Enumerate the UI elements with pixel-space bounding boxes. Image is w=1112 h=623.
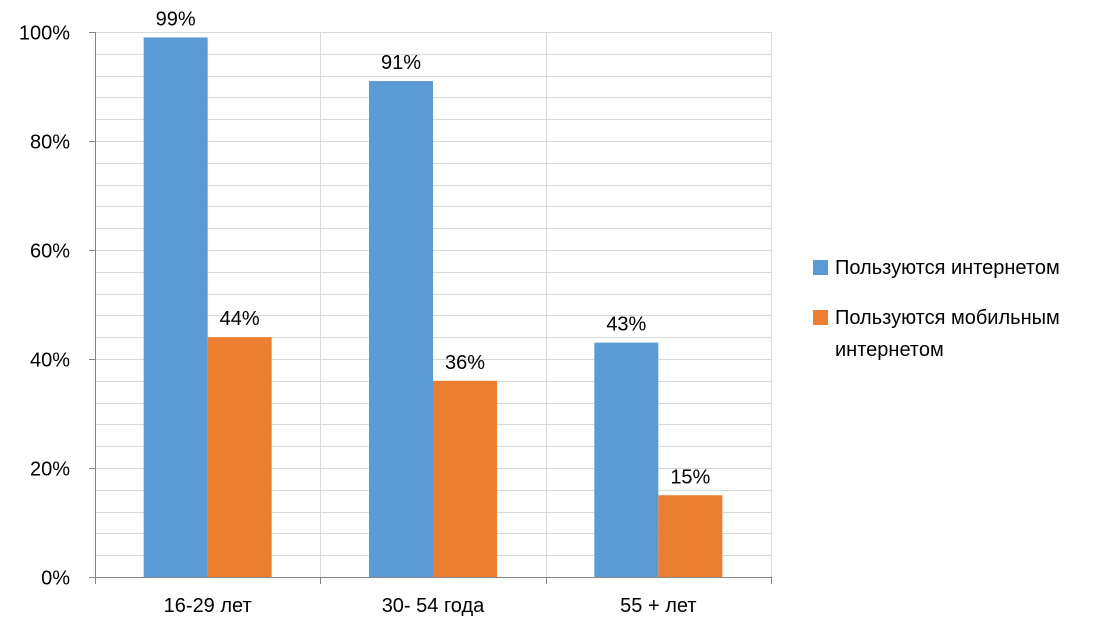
y-tick-label: 60% [30,241,70,263]
bar-mobile-internet [207,337,272,577]
bar-internet [143,37,208,577]
legend-swatch-mobile-internet [813,310,828,325]
legend-label-internet: Пользуются интернетом [835,257,1060,279]
x-tick-label: 55 + лет [620,595,696,617]
legend: Пользуются интернетом Пользуются мобильн… [813,252,1112,384]
y-tick-label: 0% [41,568,70,590]
y-tick-label: 100% [19,23,70,45]
legend-item-internet: Пользуются интернетом [813,252,1112,284]
bar-mobile-internet [433,380,497,577]
bar-internet [594,342,659,577]
bars [143,37,723,578]
axes [89,32,772,584]
data-label: 43% [606,314,646,336]
data-label: 36% [445,352,485,374]
legend-label-mobile-internet: Пользуются мобильным интернетом [835,307,1060,361]
data-label: 44% [220,308,260,330]
y-tick-label: 20% [30,459,70,481]
data-label: 15% [670,466,710,488]
legend-swatch-internet [813,260,828,275]
x-tick-label: 16-29 лет [164,595,252,617]
legend-item-mobile-internet: Пользуются мобильным интернетом [813,302,1112,366]
bar-mobile-internet [658,495,723,577]
bar-internet [369,81,433,578]
y-tick-label: 40% [30,350,70,372]
y-tick-label: 80% [30,132,70,154]
data-label: 91% [381,52,421,74]
x-tick-label: 30- 54 года [382,595,485,617]
labels: 99% 91% 43% 44% 36% 15% 0% 20% 40% 60% 80% 100% 16-2… [19,8,711,617]
data-label: 99% [156,8,196,30]
